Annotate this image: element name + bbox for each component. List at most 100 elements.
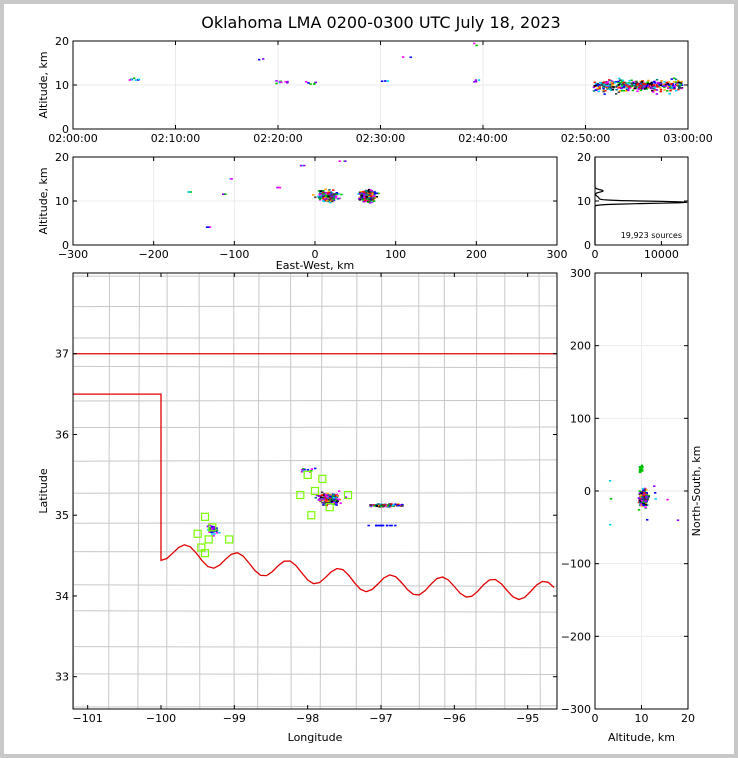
ew-height-source (331, 200, 334, 203)
time-height-source (632, 81, 635, 83)
ew-height-source (363, 199, 367, 202)
time-height-source (680, 87, 683, 90)
time-height-source (667, 81, 671, 83)
plan-view-source (332, 497, 336, 499)
ew-height-source (372, 195, 375, 198)
time-height-source (637, 86, 641, 89)
ew-height-source (369, 189, 372, 191)
time-height-source (598, 87, 601, 90)
ew-height-source (360, 194, 363, 197)
plan-view-source (335, 498, 338, 501)
time-height-source (624, 85, 627, 87)
plan-view-source (215, 529, 219, 532)
time-height-source (620, 81, 624, 83)
ew-height-source (322, 189, 325, 192)
county-grid (72, 272, 558, 710)
time-height-source (666, 83, 669, 86)
time-height-source (605, 83, 608, 86)
ns-height-ytick-label: 100 (570, 412, 591, 425)
time-height-source (594, 84, 597, 87)
ew-height-source (368, 191, 372, 193)
ew-height-source (363, 196, 366, 199)
time-height-source (627, 88, 630, 91)
plan-view-source (387, 506, 390, 508)
county-line (198, 272, 201, 710)
ew-height-source (322, 196, 325, 199)
ns-height-source (644, 506, 648, 508)
ew-height-source (333, 194, 337, 197)
ns-height-source (640, 464, 644, 467)
plan-view-xtick-label: −101 (73, 712, 103, 725)
plan-view-source (215, 527, 218, 530)
ns-height-source (653, 485, 656, 487)
ew-height-source (367, 189, 370, 192)
time-height-source (603, 93, 606, 95)
ns-height-source (642, 502, 646, 505)
time-height-source (644, 87, 648, 89)
ns-height-source (640, 498, 644, 500)
station-marker (325, 503, 334, 512)
time-height-source (635, 81, 638, 84)
time-height-source (614, 93, 618, 95)
county-line (475, 272, 478, 710)
station-marker (225, 535, 234, 544)
time-height-source (638, 82, 641, 85)
county-line (257, 272, 260, 710)
time-height-source (663, 89, 666, 91)
time-height-source (644, 82, 648, 85)
ew-height-source (322, 193, 325, 195)
ns-height-source (637, 509, 641, 511)
plan-view-source (306, 468, 310, 471)
time-height-axes: 02:00:00 02:10:00 02:20:00 02:30:00 02:40:00… (48, 35, 712, 145)
time-height-xtick-label: 02:50:00 (561, 132, 610, 145)
plan-view-source (318, 497, 321, 500)
ew-height-source (329, 196, 332, 198)
ew-height-source (372, 200, 376, 202)
histogram-ytick-label: 0 (584, 239, 591, 252)
time-height-source (666, 90, 669, 92)
ew-height-source (368, 196, 371, 199)
plan-view-source (322, 497, 325, 500)
ns-height-xtick-label: 10 (635, 712, 649, 725)
time-height-source (286, 80, 289, 83)
ew-height-source (369, 195, 373, 197)
ew-height-panel: −300 −200 −100 0 100 200 300 0 10 20 East-West, k… (37, 151, 568, 272)
time-height-source (674, 81, 677, 83)
time-height-source (609, 87, 612, 89)
plan-view-source (326, 495, 329, 498)
ew-height-source (369, 199, 373, 202)
ew-height-source (321, 191, 325, 193)
time-height-source (653, 86, 657, 89)
ew-height-source (377, 192, 380, 195)
ew-height-source (371, 192, 374, 195)
time-height-source (629, 86, 633, 88)
plan-view-source (388, 524, 392, 527)
time-height-source (654, 89, 657, 92)
ew-height-source (367, 200, 370, 203)
ns-height-source (643, 492, 646, 494)
plan-view-source (381, 505, 385, 508)
time-height-source (656, 82, 659, 85)
time-height-source (667, 84, 671, 87)
station-marker (303, 470, 312, 479)
ew-height-source (368, 201, 372, 204)
ew-height-source (344, 160, 347, 162)
time-height-source (659, 84, 663, 87)
plan-view-source (384, 505, 387, 508)
figure-title: Oklahoma LMA 0200-0300 UTC July 18, 2023 (201, 13, 560, 32)
time-height-source (659, 81, 662, 84)
time-height-source (605, 86, 608, 89)
time-height-source (636, 86, 639, 89)
plan-view-source (376, 503, 380, 505)
time-height-source (647, 79, 650, 82)
time-height-source (660, 79, 663, 82)
station-marker (307, 511, 316, 520)
ew-height-source (326, 199, 329, 202)
time-height-source (655, 84, 658, 86)
time-height-ylabel: Altitude, km (37, 51, 50, 118)
ew-height-source (337, 193, 340, 195)
time-height-source (607, 86, 610, 88)
county-line (538, 272, 541, 710)
plan-view-source (210, 527, 213, 530)
time-height-source (601, 81, 604, 84)
